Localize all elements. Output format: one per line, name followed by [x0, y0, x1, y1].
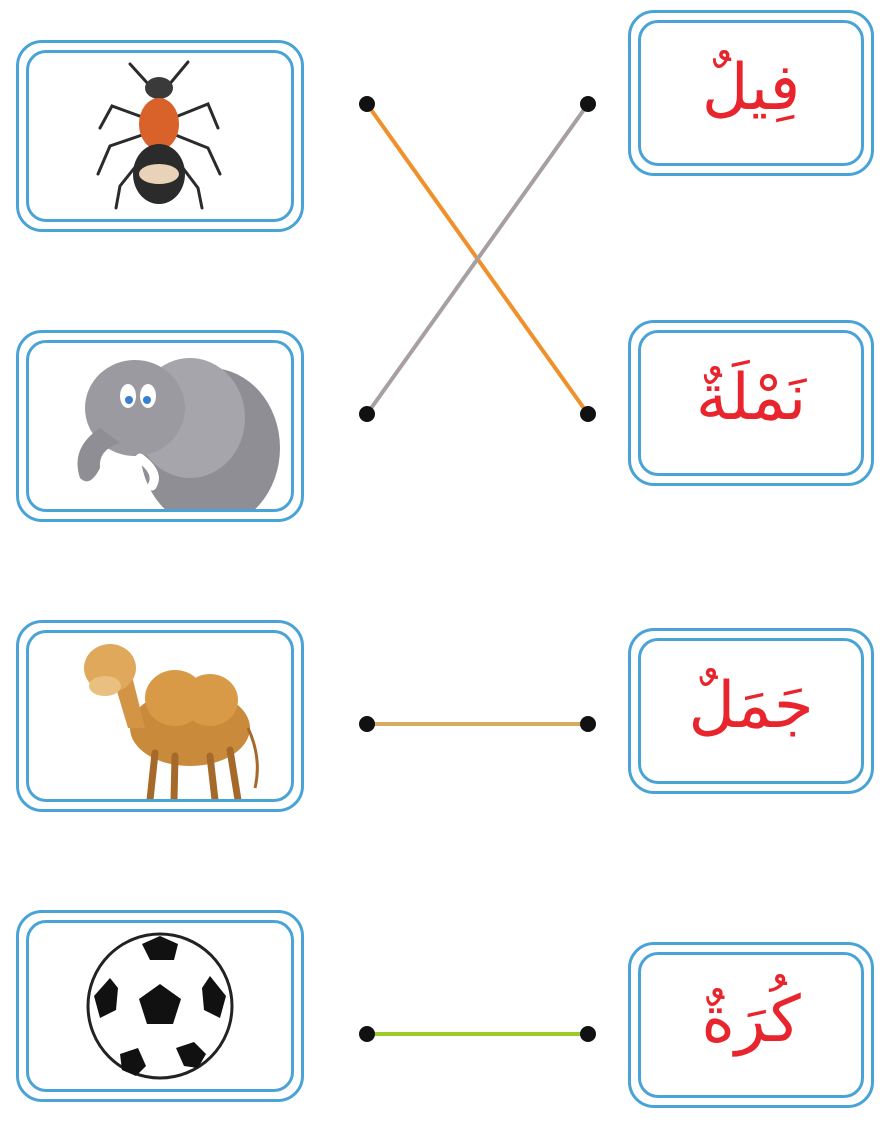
word-label: كُرَةٌ — [638, 952, 864, 1098]
ant-icon — [96, 60, 222, 210]
right-connector-dot[interactable] — [580, 406, 596, 422]
word-card-namla[interactable]: نَمْلَةٌ — [628, 320, 874, 486]
picture-card-ant[interactable] — [16, 40, 304, 232]
word-label: نَمْلَةٌ — [638, 330, 864, 476]
word-label: فِيلٌ — [638, 20, 864, 166]
picture-card-elephant[interactable] — [16, 330, 304, 522]
word-card-kura[interactable]: كُرَةٌ — [628, 942, 874, 1108]
word-card-fil[interactable]: فِيلٌ — [628, 10, 874, 176]
picture-frame — [26, 340, 294, 512]
elephant-icon — [77, 358, 280, 509]
right-connector-dot[interactable] — [580, 1026, 596, 1042]
right-connector-dot[interactable] — [580, 716, 596, 732]
picture-card-football[interactable] — [16, 910, 304, 1102]
word-label: جَمَلٌ — [638, 638, 864, 784]
football-icon — [86, 932, 234, 1080]
picture-card-camel[interactable] — [16, 620, 304, 812]
left-connector-dot[interactable] — [359, 716, 375, 732]
picture-frame — [26, 630, 294, 802]
word-card-jamal[interactable]: جَمَلٌ — [628, 628, 874, 794]
picture-frame — [26, 50, 294, 222]
connection-line — [365, 102, 590, 416]
picture-frame — [26, 920, 294, 1092]
right-connector-dot[interactable] — [580, 96, 596, 112]
camel-icon — [84, 644, 259, 799]
left-connector-dot[interactable] — [359, 96, 375, 112]
left-connector-dot[interactable] — [359, 406, 375, 422]
left-connector-dot[interactable] — [359, 1026, 375, 1042]
